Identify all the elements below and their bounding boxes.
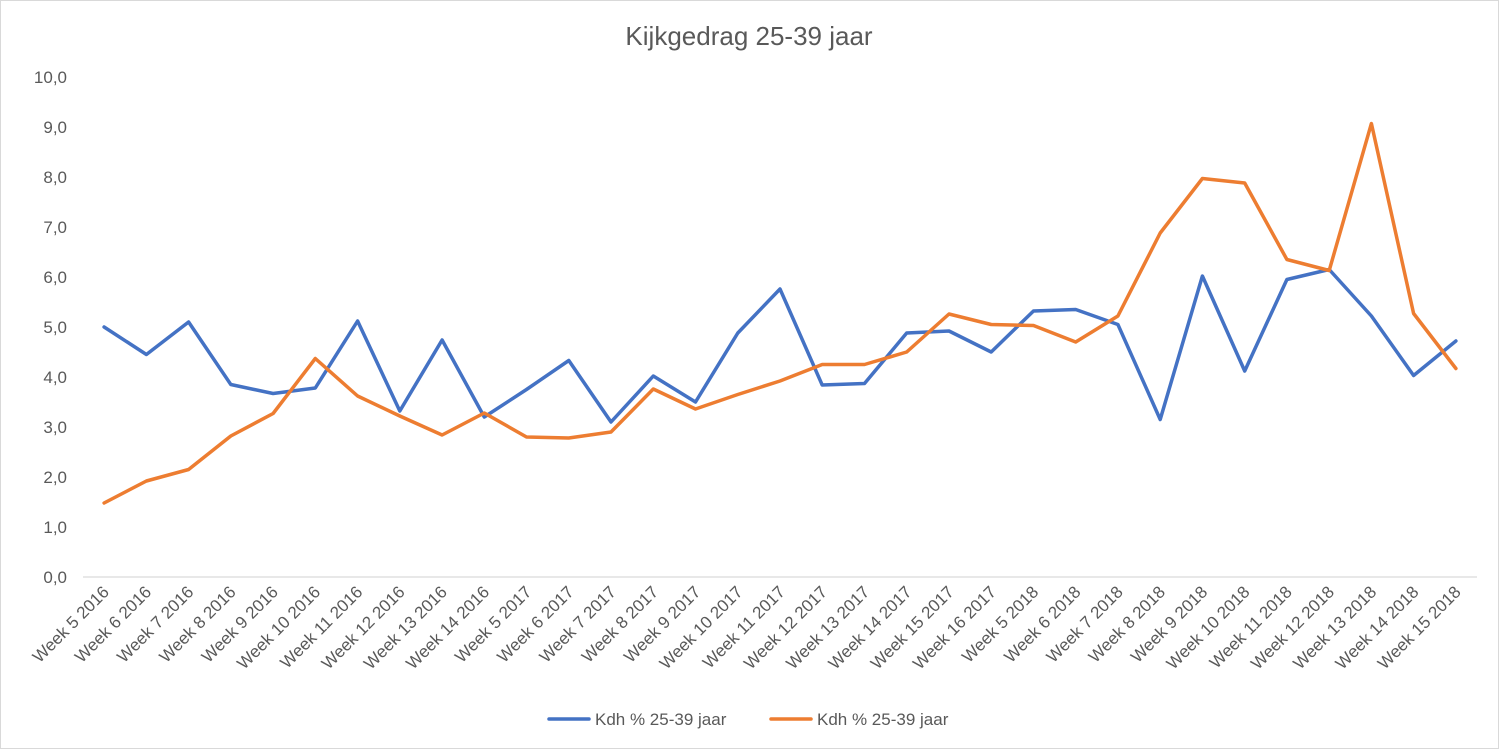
y-tick-label: 9,0 bbox=[43, 118, 67, 137]
y-tick-label: 0,0 bbox=[43, 568, 67, 587]
legend-label-2: Kdh % 25-39 jaar bbox=[817, 710, 949, 729]
y-tick-label: 1,0 bbox=[43, 518, 67, 537]
y-tick-label: 6,0 bbox=[43, 268, 67, 287]
series-layer bbox=[102, 121, 1458, 505]
legend-label-1: Kdh % 25-39 jaar bbox=[595, 710, 727, 729]
y-axis: 0,0 1,0 2,0 3,0 4,0 5,0 6,0 7,0 8,0 9,0 10,0 bbox=[34, 68, 67, 587]
legend: Kdh % 25-39 jaar Kdh % 25-39 jaar bbox=[547, 710, 949, 729]
chart-title: Kijkgedrag 25-39 jaar bbox=[625, 21, 872, 51]
y-tick-label: 10,0 bbox=[34, 68, 67, 87]
series-line-1 bbox=[102, 267, 1458, 424]
y-tick-label: 7,0 bbox=[43, 218, 67, 237]
y-tick-label: 8,0 bbox=[43, 168, 67, 187]
y-tick-label: 2,0 bbox=[43, 468, 67, 487]
y-tick-label: 4,0 bbox=[43, 368, 67, 387]
y-tick-label: 3,0 bbox=[43, 418, 67, 437]
series-line-2 bbox=[102, 121, 1458, 505]
y-tick-label: 5,0 bbox=[43, 318, 67, 337]
